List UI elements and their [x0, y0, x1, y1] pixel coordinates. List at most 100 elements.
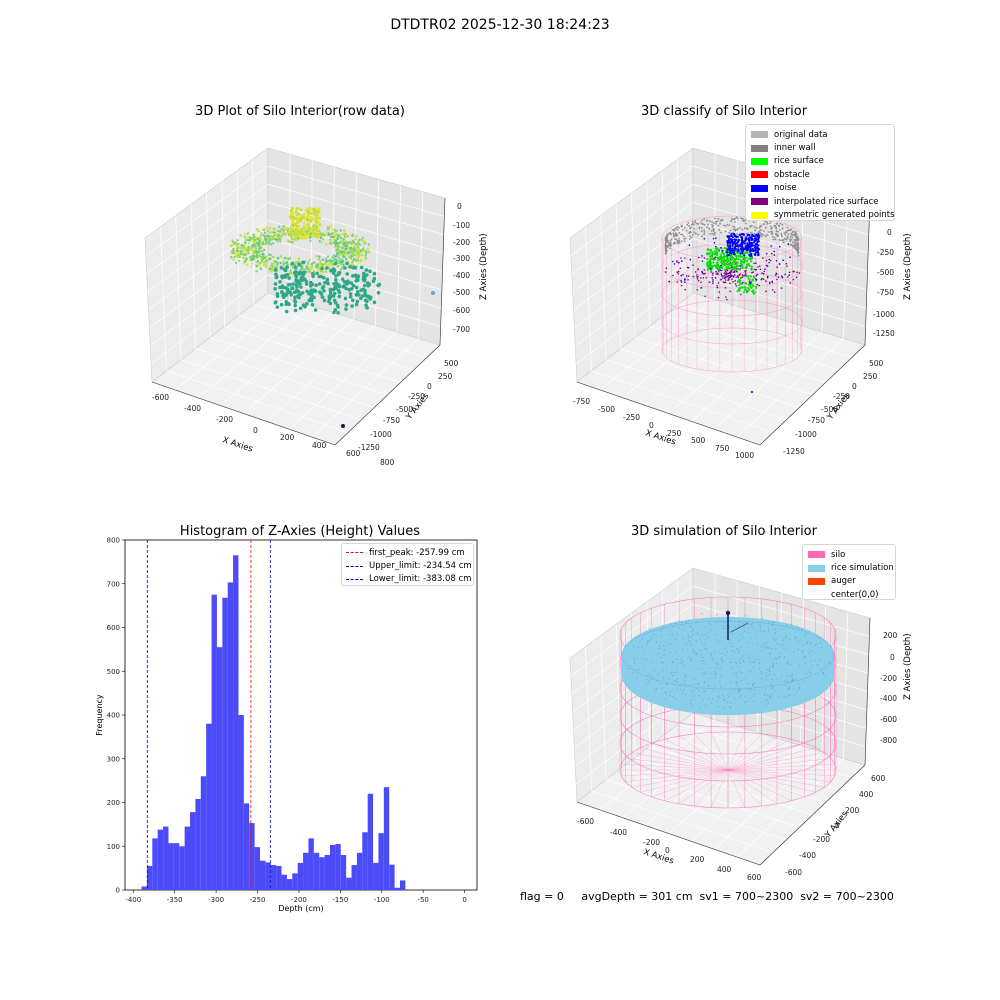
legend-label: symmetric generated points — [774, 210, 895, 221]
interp-point — [776, 266, 778, 268]
rice-point — [715, 633, 717, 635]
rice-point — [650, 674, 652, 676]
rice-point — [706, 268, 709, 271]
silo-spoke — [727, 735, 778, 771]
legend-label: original data — [774, 129, 828, 140]
data-point — [337, 245, 340, 249]
data-point — [258, 254, 261, 258]
rice-point — [793, 679, 795, 681]
noise-point — [688, 244, 691, 246]
data-point — [345, 247, 348, 251]
rice-point — [670, 672, 672, 674]
interp-point — [720, 278, 722, 281]
wall-point — [700, 227, 703, 229]
p2-zlabel: Z Axies (Depth) — [903, 233, 913, 300]
data-point — [272, 255, 275, 259]
interp-point — [724, 270, 727, 273]
data-point — [246, 233, 249, 236]
wall-point — [708, 227, 711, 230]
wall-point — [710, 230, 713, 232]
noise-point — [726, 248, 729, 251]
data-point — [352, 254, 355, 257]
wall-point — [709, 220, 711, 223]
rice-point — [647, 674, 649, 676]
rice-point — [796, 625, 798, 627]
data-point — [351, 298, 355, 303]
rice-point — [729, 639, 731, 641]
swatch — [751, 171, 768, 179]
rice-point — [750, 265, 753, 268]
noise-point — [746, 248, 749, 251]
rice-point — [711, 658, 714, 660]
silo-spoke — [727, 769, 835, 777]
data-point — [243, 232, 246, 235]
rice-point — [783, 695, 785, 697]
grid-line — [691, 325, 801, 422]
interp-point — [771, 281, 774, 284]
wall-point — [749, 231, 752, 234]
noise-point — [727, 236, 730, 239]
x-tick-label: -200 — [291, 896, 307, 904]
rice-point — [740, 646, 742, 648]
rice-point — [680, 688, 682, 690]
y-tick-label: 300 — [107, 755, 120, 763]
histogram-bar — [362, 832, 368, 890]
noise-point — [756, 251, 759, 254]
data-point — [329, 239, 332, 243]
noise-point — [684, 279, 686, 281]
rice-point — [745, 275, 748, 278]
data-point — [273, 268, 278, 272]
rice-point — [821, 646, 823, 649]
data-point — [270, 269, 274, 273]
rice-point — [720, 686, 722, 688]
data-point — [268, 267, 271, 270]
data-point — [248, 256, 252, 259]
rice-point — [779, 652, 781, 655]
data-point — [345, 272, 349, 276]
wall-point — [719, 220, 722, 222]
data-point — [285, 227, 289, 230]
interp-point — [785, 262, 788, 265]
data-point — [254, 260, 258, 264]
data-point — [232, 248, 235, 251]
rice-point — [719, 253, 722, 256]
rice-point — [732, 672, 734, 675]
wall-point — [718, 229, 721, 231]
data-point — [245, 236, 248, 239]
noise-point — [720, 247, 722, 249]
rice-point — [809, 669, 811, 671]
data-point — [357, 240, 360, 244]
histogram-bar — [163, 826, 169, 890]
x-tick-label: -350 — [167, 896, 183, 904]
data-point — [348, 295, 353, 299]
p2-ytick: -250 — [833, 392, 850, 401]
interp-point — [676, 281, 679, 283]
rice-point — [749, 257, 752, 260]
rice-point — [719, 641, 721, 643]
p1-xtick: 600 — [346, 449, 361, 458]
data-point — [262, 233, 265, 236]
p2-ytick: -750 — [808, 416, 825, 425]
data-point — [242, 252, 246, 256]
data-point — [344, 286, 348, 291]
data-point — [279, 261, 282, 265]
p4-xtick: 200 — [690, 855, 705, 864]
data-point — [342, 252, 345, 255]
rice-point — [730, 702, 732, 704]
data-point — [296, 217, 300, 221]
data-point — [296, 206, 299, 210]
wall-point — [690, 236, 693, 239]
data-point — [253, 235, 256, 238]
interp-point — [735, 285, 738, 287]
silo-spoke — [621, 763, 729, 771]
noise-point — [720, 273, 723, 275]
rice-point — [736, 648, 738, 650]
silo-spoke — [727, 747, 816, 771]
data-point — [293, 295, 297, 299]
wall-point — [794, 245, 797, 247]
rice-point — [704, 704, 707, 706]
data-point — [232, 258, 235, 261]
x-tick-label: 0 — [462, 896, 466, 904]
swatch — [751, 198, 768, 206]
data-point — [314, 216, 318, 220]
